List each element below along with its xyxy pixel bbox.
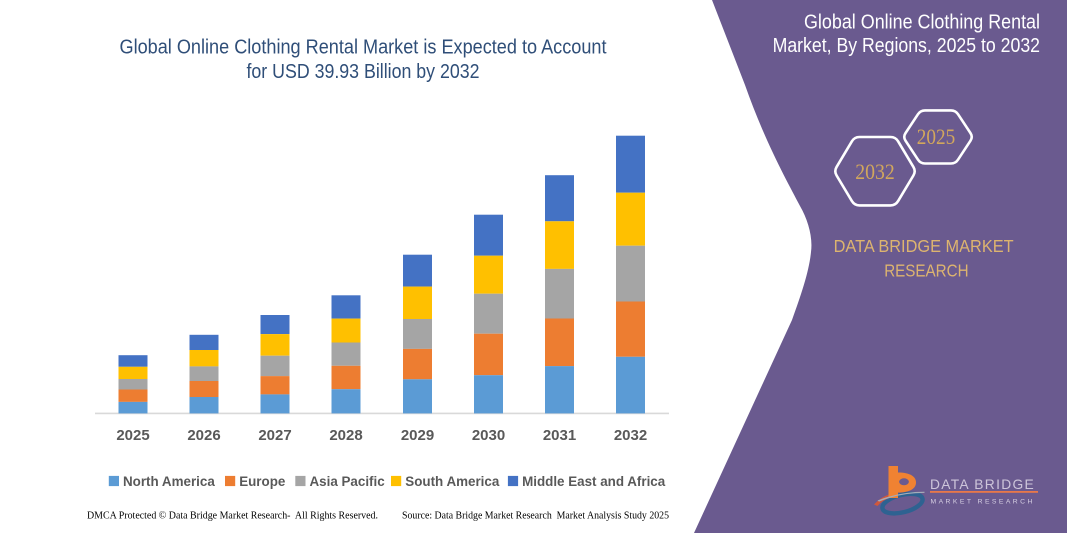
svg-text:2032: 2032 (855, 159, 895, 184)
svg-text:for USD 39.93 Billion by 2032: for USD 39.93 Billion by 2032 (247, 61, 480, 83)
svg-text:MARKET RESEARCH: MARKET RESEARCH (931, 499, 1036, 506)
svg-text:South America: South America (405, 474, 500, 489)
svg-text:2025: 2025 (116, 427, 149, 444)
svg-text:2026: 2026 (187, 427, 220, 444)
svg-text:2030: 2030 (472, 427, 505, 444)
svg-text:DMCA Protected © Data Bridge M: DMCA Protected © Data Bridge Market Rese… (87, 511, 378, 522)
svg-text:2028: 2028 (329, 427, 362, 444)
svg-text:2029: 2029 (401, 427, 434, 444)
svg-text:Middle East and Africa: Middle East and Africa (522, 474, 666, 489)
svg-text:2032: 2032 (614, 427, 647, 444)
svg-text:2025: 2025 (917, 124, 956, 149)
svg-text:Global Online Clothing Rental: Global Online Clothing Rental Market is … (120, 37, 607, 59)
svg-text:2027: 2027 (258, 427, 291, 444)
svg-text:DATA BRIDGE MARKET: DATA BRIDGE MARKET (834, 236, 1014, 256)
svg-text:North America: North America (123, 474, 215, 489)
svg-text:Source: Data Bridge Market Res: Source: Data Bridge Market Research Mark… (402, 511, 669, 522)
svg-text:RESEARCH: RESEARCH (884, 261, 968, 281)
svg-text:Global Online Clothing Rental: Global Online Clothing Rental (804, 11, 1040, 33)
svg-text:DATA BRIDGE: DATA BRIDGE (930, 477, 1036, 492)
svg-text:Europe: Europe (239, 474, 285, 489)
svg-text:Market, By Regions, 2025 to 20: Market, By Regions, 2025 to 2032 (773, 35, 1040, 57)
svg-text:2031: 2031 (543, 427, 576, 444)
svg-text:Asia Pacific: Asia Pacific (310, 474, 386, 489)
